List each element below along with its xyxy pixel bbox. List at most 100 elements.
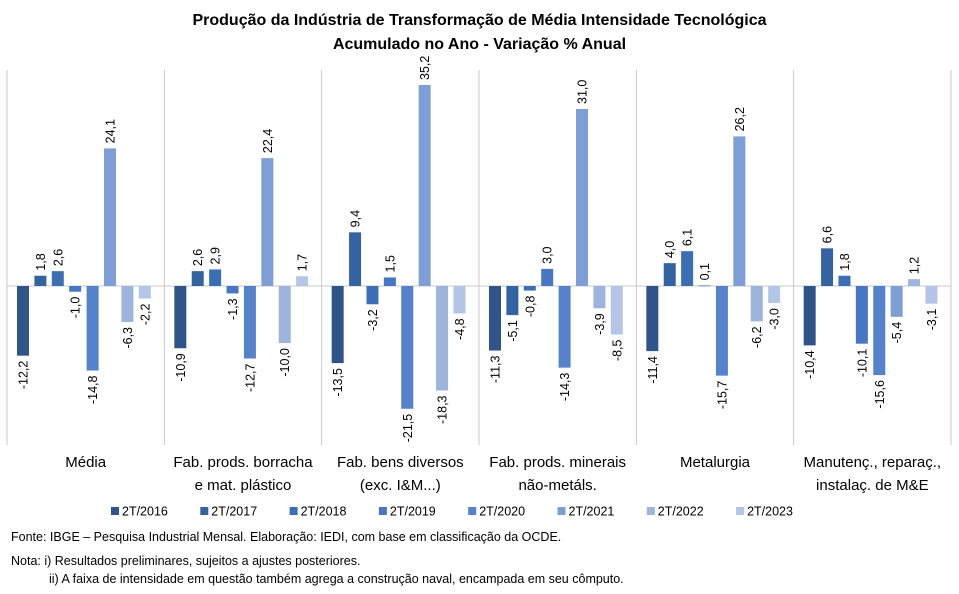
bar	[296, 276, 309, 286]
data-label: -3,1	[925, 309, 939, 331]
legend-label: 2T/2017	[211, 505, 257, 519]
legend-swatch	[646, 507, 655, 515]
category-label: não-metáls.	[518, 477, 596, 494]
bar	[908, 279, 921, 286]
bar	[890, 286, 903, 317]
data-label: -5,4	[890, 322, 904, 344]
bar	[698, 285, 711, 287]
bar	[121, 286, 134, 322]
chart-title: Produção da Indústria de Transformação d…	[192, 12, 767, 29]
bar	[191, 271, 204, 286]
data-label: -5,1	[506, 320, 520, 342]
bar	[663, 263, 676, 286]
data-label: -10,1	[855, 349, 869, 378]
category-label: Manutenç., reparaç.,	[804, 454, 942, 471]
legend-swatch	[200, 507, 209, 515]
legend-label: 2T/2020	[479, 505, 525, 519]
data-label: 0,1	[698, 263, 712, 280]
data-label: 24,1	[104, 119, 118, 143]
bar	[838, 275, 851, 286]
bar	[209, 269, 222, 286]
bar	[51, 271, 64, 286]
data-label: -11,4	[646, 356, 660, 384]
legend-swatch	[557, 507, 566, 515]
bar	[331, 286, 344, 364]
legend-label: 2T/2016	[122, 505, 168, 519]
bar	[750, 286, 763, 322]
data-label: -10,0	[278, 348, 292, 377]
category-label: (exc. I&M...)	[360, 477, 441, 494]
data-label: 2,6	[191, 249, 205, 266]
bar	[261, 158, 274, 286]
data-label: -6,3	[121, 327, 135, 349]
data-label: 26,2	[733, 107, 747, 131]
data-label: 1,2	[908, 257, 922, 274]
chart-subtitle: Acumulado no Ano - Variação % Anual	[332, 36, 627, 53]
data-label: 1,8	[34, 253, 48, 270]
data-label: -15,6	[873, 380, 887, 409]
bar	[243, 286, 256, 359]
bar	[541, 268, 554, 286]
bar	[34, 275, 47, 286]
data-label: -14,3	[558, 373, 572, 402]
data-label: 2,6	[51, 249, 65, 266]
data-label: -12,7	[243, 363, 257, 392]
bar	[138, 286, 151, 299]
bar	[349, 232, 362, 286]
data-label: -13,5	[331, 368, 345, 397]
bar	[418, 85, 431, 286]
data-label: -12,2	[17, 361, 31, 390]
data-label: 9,4	[349, 210, 363, 227]
bar	[558, 286, 571, 368]
category-label: Fab. bens diversos	[337, 454, 464, 471]
bar	[803, 286, 816, 346]
legend-label: 2T/2019	[390, 505, 436, 519]
bar	[873, 286, 886, 376]
data-label: 22,4	[261, 129, 275, 153]
category-label: Fab. prods. minerais	[489, 454, 626, 471]
data-label: -3,0	[768, 308, 782, 330]
data-label: -1,3	[226, 298, 240, 320]
category-label: Metalurgia	[680, 454, 751, 471]
data-label: 35,2	[418, 56, 432, 80]
bar	[436, 286, 449, 391]
bar	[715, 286, 728, 376]
data-label: -10,9	[174, 353, 188, 382]
category-label: Fab. prods. borracha	[173, 454, 313, 471]
bar	[523, 286, 536, 291]
data-label: 4,0	[663, 241, 677, 258]
bar	[733, 136, 746, 286]
data-label: 31,0	[576, 80, 590, 104]
bar	[610, 286, 623, 335]
data-label: -4,8	[453, 318, 467, 340]
category-label: Média	[65, 454, 107, 471]
data-label: -14,8	[86, 375, 100, 404]
bar	[768, 286, 781, 304]
bar	[69, 286, 82, 292]
legend-swatch	[111, 507, 119, 515]
bar	[453, 286, 466, 314]
bar	[593, 286, 606, 309]
data-label: -11,3	[489, 355, 503, 383]
bar	[646, 286, 659, 352]
bar	[489, 286, 501, 351]
bar	[821, 248, 834, 286]
bar	[925, 286, 938, 304]
legend-swatch	[289, 507, 298, 515]
data-label: -18,3	[436, 395, 450, 424]
category-label: instalaç. de M&E	[816, 477, 929, 494]
data-label: 1,7	[296, 254, 310, 271]
data-label: 6,6	[821, 226, 835, 243]
legend-label: 2T/2023	[747, 505, 793, 519]
data-label: 6,1	[681, 229, 695, 246]
note-2: ii) A faixa de intensidade em questão ta…	[49, 572, 624, 586]
category-label: e mat. plástico	[195, 477, 292, 494]
legend-label: 2T/2018	[301, 505, 347, 519]
data-label: -3,9	[593, 313, 607, 335]
bar	[855, 286, 868, 344]
data-label: -6,2	[750, 326, 764, 348]
bar	[506, 286, 519, 316]
legend-swatch	[378, 507, 387, 515]
bar	[366, 286, 379, 305]
